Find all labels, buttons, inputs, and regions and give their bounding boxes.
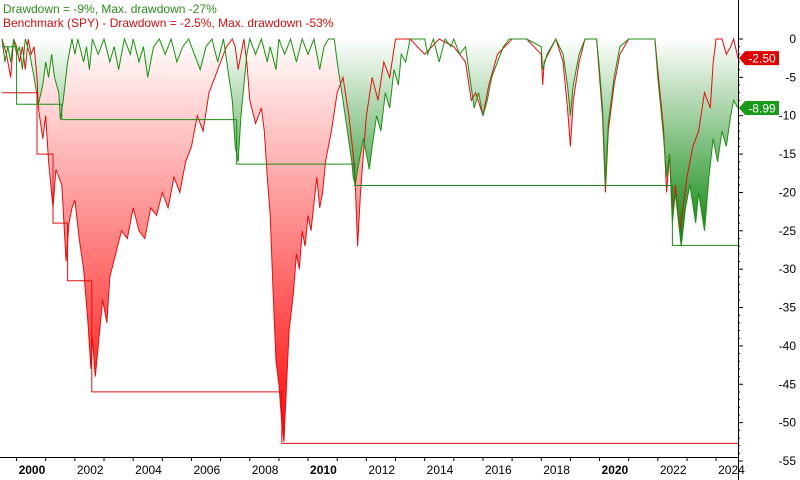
y-tick-label: -30 [779, 262, 797, 276]
x-tick-label: 2000 [19, 463, 46, 477]
x-tick-label: 2006 [193, 463, 220, 477]
y-tick-label: -15 [779, 147, 797, 161]
benchmark-current-badge-text: -2.50 [748, 52, 776, 66]
y-tick-label: -40 [779, 339, 797, 353]
y-tick-label: -45 [779, 377, 797, 391]
strategy-current-badge-text: -8.99 [748, 101, 776, 115]
x-tick-label: 2002 [77, 463, 104, 477]
strategy-max-drawdown-line [2, 46, 738, 246]
strategy-drawdown-line [1, 37, 739, 247]
y-tick-label: -5 [785, 70, 796, 84]
strategy-current-badge-background [739, 100, 779, 115]
legend-strategy: Drawdown = -9%, Max. drawdown -27% [3, 2, 217, 16]
x-tick-label: 2012 [368, 463, 395, 477]
y-tick-label: -35 [779, 301, 797, 315]
x-tick-label: 2016 [485, 463, 512, 477]
x-tick-label: 2004 [135, 463, 162, 477]
legend-benchmark: Benchmark (SPY) - Drawdown = -2.5%, Max.… [3, 16, 334, 30]
benchmark-current-badge-background [739, 51, 779, 66]
x-tick-label: 2024 [718, 463, 745, 477]
benchmark-max-drawdown-line [2, 92, 738, 444]
x-tick-label: 2022 [660, 463, 687, 477]
y-tick-label: -25 [779, 224, 797, 238]
benchmark-drawdown-line [1, 37, 739, 442]
x-tick-label: 2008 [252, 463, 279, 477]
strategy-drawdown-area [2, 39, 738, 247]
y-tick-label: -20 [779, 185, 797, 199]
y-tick-label: 0 [789, 32, 796, 46]
x-tick-label: 2014 [427, 463, 454, 477]
y-tick-label: -55 [779, 454, 797, 468]
x-tick-label: 2020 [602, 463, 629, 477]
y-tick-label: -50 [779, 416, 797, 430]
x-tick-label: 2018 [543, 463, 570, 477]
y-tick-label: -10 [779, 109, 797, 123]
benchmark-current-badge: -2.50 [739, 51, 779, 66]
strategy-current-badge: -8.99 [739, 100, 779, 115]
benchmark-drawdown-area [2, 39, 738, 442]
x-tick-label: 2010 [310, 463, 337, 477]
